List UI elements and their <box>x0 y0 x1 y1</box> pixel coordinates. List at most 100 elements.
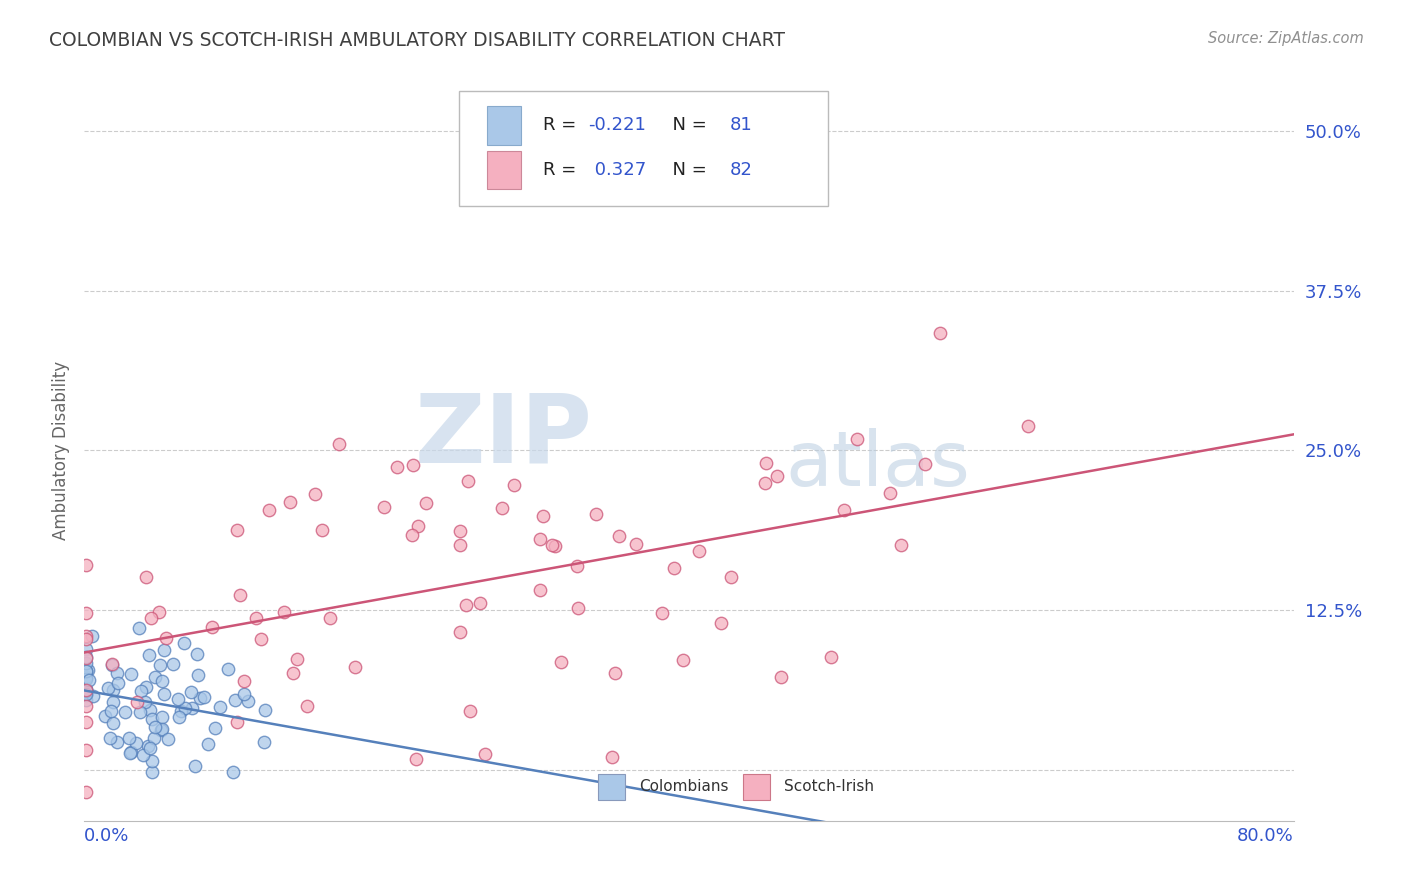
Text: 0.0%: 0.0% <box>84 827 129 845</box>
Point <box>120 666 142 681</box>
Point <box>529 582 551 597</box>
Point <box>222 765 245 780</box>
Point <box>273 605 295 619</box>
Point <box>311 523 333 537</box>
Point <box>845 432 868 446</box>
Point <box>600 749 623 764</box>
Point <box>150 673 173 688</box>
Point <box>879 485 901 500</box>
Point <box>75 665 97 679</box>
Point <box>474 747 496 761</box>
Point <box>157 731 180 746</box>
Point <box>688 543 710 558</box>
Point <box>217 662 239 676</box>
Point <box>141 712 163 726</box>
Point <box>928 326 950 340</box>
Point <box>328 436 350 450</box>
Point <box>253 702 276 716</box>
Point <box>75 683 97 698</box>
Point <box>304 487 326 501</box>
Point <box>181 701 204 715</box>
Point <box>162 657 184 671</box>
Point <box>184 759 207 773</box>
Point <box>449 524 471 539</box>
Bar <box>486 151 520 189</box>
Point <box>143 670 166 684</box>
Point <box>765 468 787 483</box>
Point <box>170 704 193 718</box>
Text: N =: N = <box>661 161 713 179</box>
Text: R =: R = <box>543 161 582 179</box>
Point <box>75 693 97 707</box>
Point <box>75 641 97 656</box>
Point <box>257 503 280 517</box>
Point <box>97 681 120 696</box>
Point <box>155 632 177 646</box>
Point <box>710 616 733 631</box>
Text: N =: N = <box>661 117 713 135</box>
Point <box>197 737 219 751</box>
Point <box>75 785 97 799</box>
Point <box>544 540 567 554</box>
Point <box>832 502 855 516</box>
Point <box>125 695 148 709</box>
Point <box>252 735 274 749</box>
Point <box>603 665 626 680</box>
Point <box>132 747 155 762</box>
Point <box>1017 419 1039 434</box>
Point <box>136 739 159 753</box>
Point <box>75 672 97 686</box>
Point <box>401 458 423 473</box>
Point <box>101 695 124 709</box>
Point <box>319 611 342 625</box>
Point <box>187 668 209 682</box>
Point <box>720 570 742 584</box>
Point <box>755 456 778 470</box>
Point <box>278 495 301 509</box>
Point <box>890 538 912 552</box>
Point <box>107 676 129 690</box>
Point <box>134 695 156 709</box>
Point <box>75 715 97 730</box>
Point <box>297 698 319 713</box>
Bar <box>599 774 624 800</box>
Point <box>98 731 121 746</box>
Point <box>138 648 160 662</box>
Point <box>75 632 97 647</box>
Point <box>624 537 647 551</box>
Point <box>651 607 673 621</box>
Point <box>373 500 395 514</box>
Point <box>405 752 427 766</box>
Point <box>75 649 97 664</box>
Text: Source: ZipAtlas.com: Source: ZipAtlas.com <box>1208 31 1364 46</box>
Point <box>100 657 122 671</box>
Point <box>142 731 165 745</box>
Point <box>283 666 305 681</box>
Point <box>385 460 408 475</box>
Point <box>141 765 163 780</box>
Point <box>82 629 104 643</box>
Point <box>449 625 471 640</box>
Point <box>139 611 162 625</box>
Point <box>458 704 481 718</box>
Point <box>129 683 152 698</box>
Text: 80.0%: 80.0% <box>1237 827 1294 845</box>
Point <box>75 687 97 701</box>
Text: atlas: atlas <box>786 428 970 502</box>
Point <box>139 703 162 717</box>
Text: 0.327: 0.327 <box>589 161 645 179</box>
Point <box>754 476 776 491</box>
Point <box>173 636 195 650</box>
FancyBboxPatch shape <box>460 91 828 206</box>
Text: Scotch-Irish: Scotch-Irish <box>785 780 875 795</box>
Point <box>135 570 157 584</box>
Point <box>129 705 152 719</box>
Point <box>914 457 936 471</box>
Point <box>401 527 423 541</box>
Point <box>449 538 471 552</box>
Point <box>77 663 100 677</box>
Point <box>225 714 247 729</box>
Point <box>173 701 195 715</box>
Point <box>565 558 588 573</box>
Point <box>167 710 190 724</box>
